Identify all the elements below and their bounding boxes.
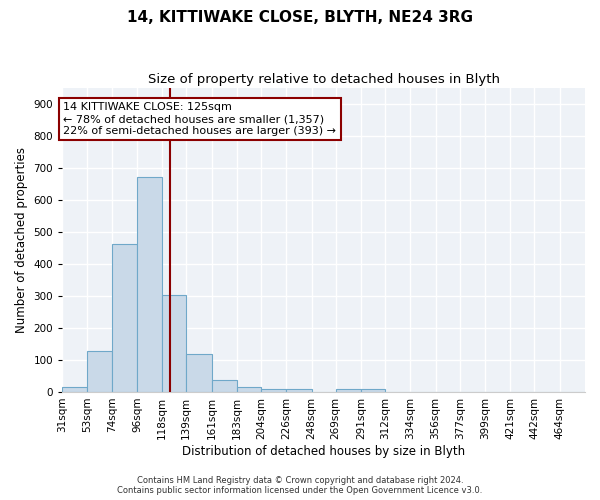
- Bar: [212, 380, 237, 392]
- Bar: [361, 389, 385, 392]
- Y-axis label: Number of detached properties: Number of detached properties: [15, 147, 28, 333]
- Bar: [62, 387, 88, 392]
- Bar: [261, 389, 286, 392]
- Bar: [88, 351, 112, 392]
- Title: Size of property relative to detached houses in Blyth: Size of property relative to detached ho…: [148, 72, 500, 86]
- Bar: [286, 390, 311, 392]
- Bar: [112, 244, 137, 392]
- Text: Contains HM Land Registry data © Crown copyright and database right 2024.
Contai: Contains HM Land Registry data © Crown c…: [118, 476, 482, 495]
- Bar: [137, 177, 162, 392]
- Bar: [335, 389, 361, 392]
- Bar: [162, 295, 186, 392]
- Bar: [237, 387, 261, 392]
- Text: 14 KITTIWAKE CLOSE: 125sqm
← 78% of detached houses are smaller (1,357)
22% of s: 14 KITTIWAKE CLOSE: 125sqm ← 78% of deta…: [64, 102, 337, 136]
- Bar: [186, 354, 212, 392]
- Text: 14, KITTIWAKE CLOSE, BLYTH, NE24 3RG: 14, KITTIWAKE CLOSE, BLYTH, NE24 3RG: [127, 10, 473, 25]
- X-axis label: Distribution of detached houses by size in Blyth: Distribution of detached houses by size …: [182, 444, 465, 458]
